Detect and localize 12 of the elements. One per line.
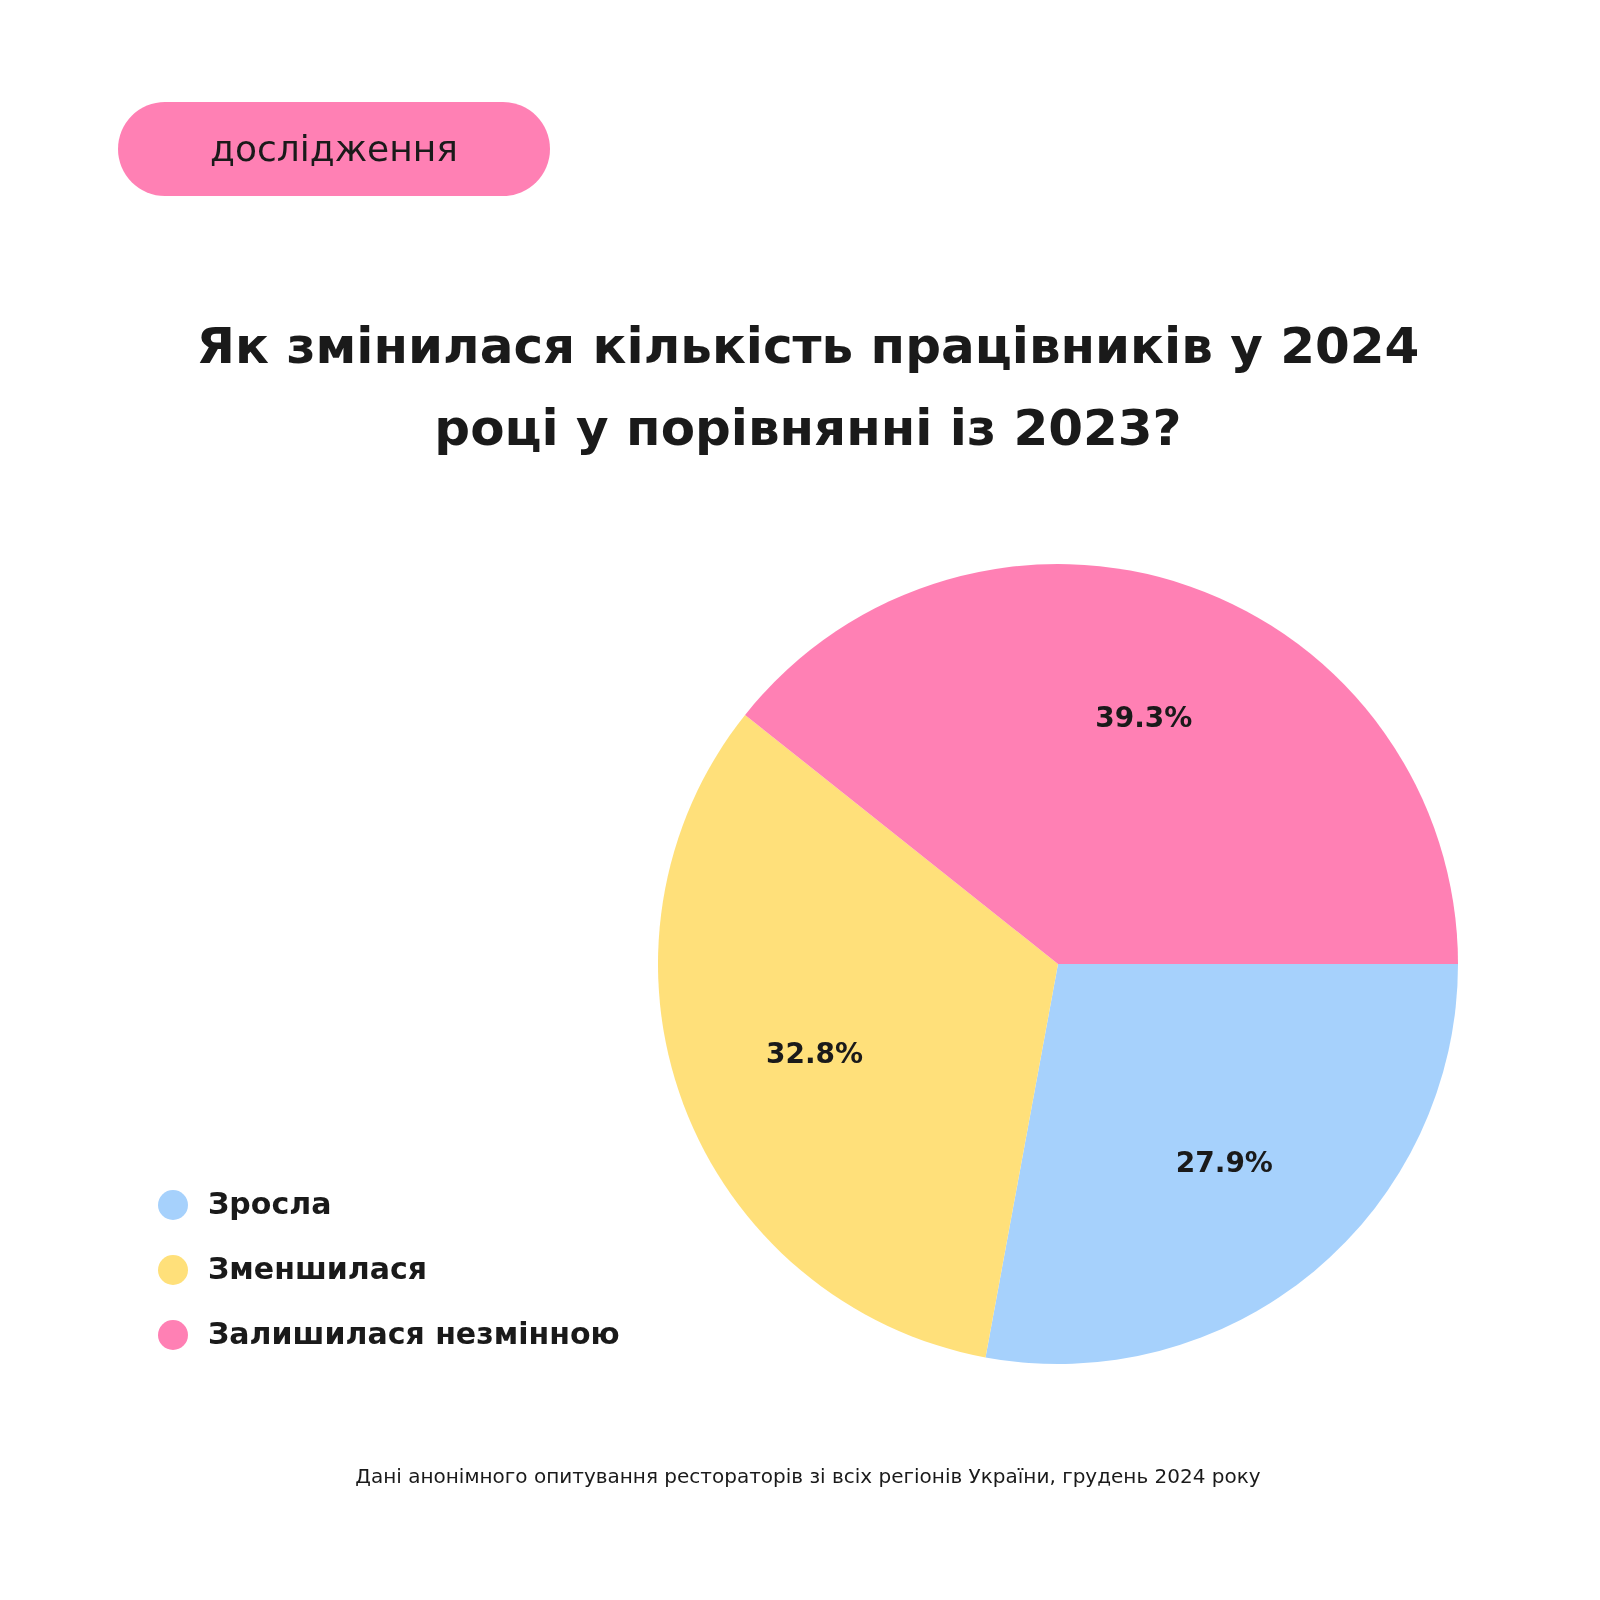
data-label: 27.9% — [1175, 1145, 1273, 1179]
data-label: 39.3% — [1095, 700, 1193, 734]
legend-label: Залишилася незмінною — [208, 1315, 620, 1351]
pie-slice — [658, 714, 1058, 1358]
text: дослідження — [210, 128, 458, 169]
chart-title: Як змінилася кількість працівників у 2024 році у порівнянні із 2023? — [196, 317, 1420, 457]
pie-slice — [985, 964, 1458, 1364]
legend-label: Зросла — [208, 1185, 332, 1221]
legend-label: Зменшилася — [208, 1250, 428, 1286]
pie-slice — [745, 564, 1458, 964]
text: Дані анонімного опитування рестораторів зі всіх регіонів України, грудень 2024 року — [355, 1464, 1261, 1488]
data-label: 32.8% — [765, 1037, 864, 1071]
